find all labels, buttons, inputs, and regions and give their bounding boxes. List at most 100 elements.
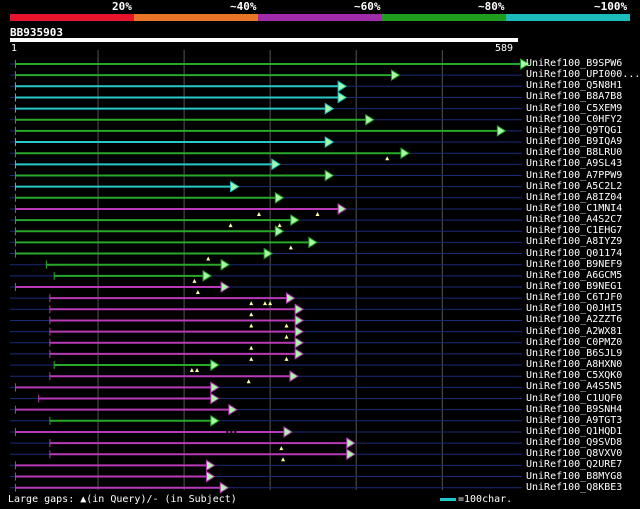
query-gap-marker [284,323,289,328]
hit-label[interactable]: UniRef100_Q8VXV0 [526,448,623,460]
hit-label[interactable]: UniRef100_C5XEM9 [526,102,623,114]
hit-arrow [263,247,274,260]
hit-arrow [210,381,220,394]
query-start-label: 1 [11,43,18,54]
query-gap-marker [228,223,233,228]
hit-arrow [290,214,300,227]
hit-arrow [289,370,299,383]
hit-label[interactable]: UniRef100_Q9TQG1 [526,124,623,136]
query-gap-marker [277,223,282,228]
hit-label[interactable]: UniRef100_A8IZ04 [526,191,623,203]
hit-arrow [294,336,305,349]
hit-arrow [202,269,212,282]
hit-label[interactable]: UniRef100_Q1HQD1 [526,425,623,437]
query-gap-marker [195,368,200,373]
hit-label[interactable]: UniRef100_B9SNH4 [526,403,623,415]
gaps-legend: Large gaps: ▲(in Query)/- (in Subject) [8,494,237,505]
hit-label[interactable]: UniRef100_B9IQA9 [526,136,623,148]
hit-label[interactable]: UniRef100_Q0JHI5 [526,303,623,315]
scale-label-60: ~60% [354,0,381,13]
hit-label[interactable]: UniRef100_C5XQK0 [526,370,623,382]
hit-arrow [294,303,305,316]
hit-label[interactable]: UniRef100_Q2URE7 [526,459,623,471]
hit-label[interactable]: UniRef100_A4S5N5 [526,381,623,393]
hit-label[interactable]: UniRef100_A8IYZ9 [526,236,623,248]
hit-label[interactable]: UniRef100_B8A7B8 [526,91,623,103]
hit-arrow [271,158,281,171]
hit-label[interactable]: UniRef100_A9TGT3 [526,414,623,426]
hit-arrow [228,403,238,416]
scale-segment-orange [134,14,258,21]
hit-label[interactable]: UniRef100_A9SL43 [526,158,623,170]
scale-segment-green [382,14,506,21]
hit-label[interactable]: UniRef100_B8LRU0 [526,147,623,159]
hit-label[interactable]: UniRef100_A4S2C7 [526,214,623,226]
query-id: BB935903 [10,26,63,39]
hit-label[interactable]: UniRef100_A6GCM5 [526,269,623,281]
query-gap-marker [249,312,254,317]
hit-label[interactable]: UniRef100_Q8KBE3 [526,481,623,493]
hit-label[interactable]: UniRef100_B9SPW6 [526,58,623,69]
query-gap-marker [315,211,320,216]
hit-label[interactable]: UniRef100_C1EHG7 [526,225,623,237]
hit-arrow [274,191,285,204]
hit-label[interactable]: UniRef100_B6SJL9 [526,347,623,359]
hit-arrow [337,91,348,104]
hit-arrow [210,392,220,405]
hit-label[interactable]: UniRef100_UPI000... [526,69,640,81]
query-gap-marker [279,446,284,451]
hit-arrow [324,169,335,182]
query-gap-marker [195,290,200,294]
query-gap-marker [385,156,390,161]
hit-arrow [205,470,216,483]
hit-label[interactable]: UniRef100_C6TJF0 [526,292,623,304]
query-gap-marker [284,356,289,361]
hit-label[interactable]: UniRef100_C0HFY2 [526,113,623,125]
scale-label-100: ~100% [594,0,628,13]
hit-arrow [286,292,296,305]
scale-segment-purple [258,14,382,21]
scale-label-40: ~40% [230,0,257,13]
hit-label[interactable]: UniRef100_C0PMZ0 [526,336,623,348]
query-gap-marker [249,301,254,306]
scale-label-20: 20% [112,0,132,13]
hit-label[interactable]: UniRef100_A7PPW9 [526,169,623,181]
scale-legend: =100char. [458,494,513,505]
query-gap-marker [189,368,194,373]
hit-arrow [205,459,216,472]
hit-label[interactable]: UniRef100_B8MYG8 [526,470,623,482]
hit-arrow [220,258,231,271]
query-gap-marker [284,334,289,339]
hit-label[interactable]: UniRef100_A2WX81 [526,325,623,337]
hit-arrow [283,426,293,438]
hit-arrow [308,236,318,249]
hit-label[interactable]: UniRef100_A5C2L2 [526,180,623,192]
query-gap-marker [256,211,261,216]
hit-arrow [324,136,335,148]
hit-label[interactable]: UniRef100_Q9SVD8 [526,437,623,449]
query-gap-marker [281,457,286,462]
query-gap-marker [263,301,267,306]
hit-arrow [324,102,335,115]
scale-label-80: ~80% [478,0,505,13]
identity-color-scale: 20% ~40% ~60% ~80% ~100% [10,0,630,22]
hit-label[interactable]: UniRef100_Q5N8H1 [526,80,623,92]
hit-arrow [346,448,356,461]
hit-arrow [220,281,231,293]
scale-segment-cyan [506,14,630,21]
hit-label[interactable]: UniRef100_Q01174 [526,247,623,259]
hit-label[interactable]: UniRef100_A8HXN0 [526,359,623,371]
hit-label[interactable]: UniRef100_A2ZZT6 [526,314,623,326]
hit-label[interactable]: UniRef100_C1UQF0 [526,392,623,404]
hit-label[interactable]: UniRef100_C1MNI4 [526,202,623,214]
query-bar [10,38,518,42]
query-gap-marker [249,356,254,361]
query-gap-marker [192,278,197,283]
hit-arrow [274,225,285,238]
query-gap-marker [268,301,273,306]
hit-label[interactable]: UniRef100_B9NEG1 [526,281,623,292]
hit-label[interactable]: UniRef100_B9NEF9 [526,258,623,270]
scale-segment-red [10,14,134,21]
hit-arrow [365,113,375,126]
